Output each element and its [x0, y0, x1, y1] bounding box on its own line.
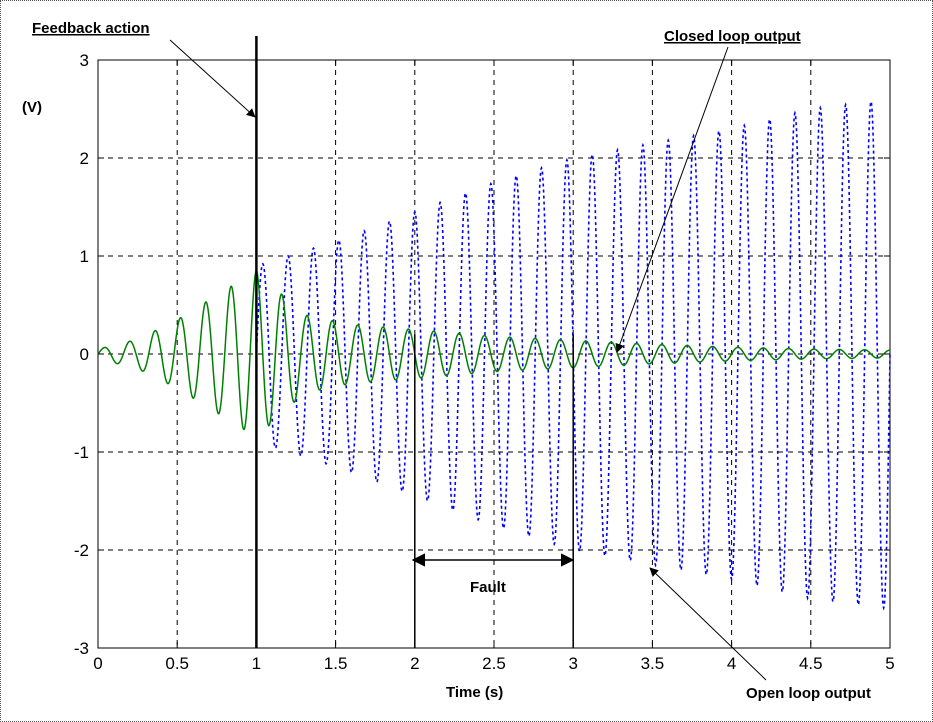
x-tick-label: 5 [885, 654, 894, 673]
x-tick-label: 4.5 [799, 654, 823, 673]
closed-loop-series [97, 268, 891, 431]
y-tick-label: 3 [80, 51, 89, 70]
y-tick-label: 1 [80, 247, 89, 266]
closed-loop-label: Closed loop output [664, 28, 801, 45]
y-tick-label: -2 [74, 541, 89, 560]
x-axis-label: Time (s) [446, 684, 503, 701]
grid [98, 60, 890, 648]
y-tick-label: 2 [80, 149, 89, 168]
open-loop-series [255, 98, 891, 611]
feedback-action-label: Feedback action [32, 20, 150, 37]
x-tick-label: 0 [93, 654, 102, 673]
series-layer [97, 98, 891, 611]
y-tick-label: -1 [74, 443, 89, 462]
x-tick-label: 3.5 [641, 654, 665, 673]
closed-loop-arrow [615, 46, 729, 353]
x-tick-label: 0.5 [165, 654, 189, 673]
x-tick-label: 4 [727, 654, 736, 673]
x-tick-label: 2.5 [482, 654, 506, 673]
marker-layer [255, 36, 574, 648]
fault-label: Fault [470, 579, 506, 596]
y-tick-label: -3 [74, 639, 89, 658]
y-axis-label: (V) [22, 99, 42, 116]
x-tick-label: 2 [410, 654, 419, 673]
x-tick-label: 3 [568, 654, 577, 673]
tick-layer: 0 0.5 1 1.5 2 2.5 3 3.5 4 4.5 5 -3 -2 -1 0 1 2 3 [74, 51, 895, 673]
x-tick-label: 1 [252, 654, 261, 673]
x-tick-label: 1.5 [324, 654, 348, 673]
y-tick-label: 0 [80, 345, 89, 364]
open-loop-label: Open loop output [746, 685, 871, 702]
feedback-action-arrow [169, 39, 256, 118]
open-loop-arrow [649, 567, 767, 681]
